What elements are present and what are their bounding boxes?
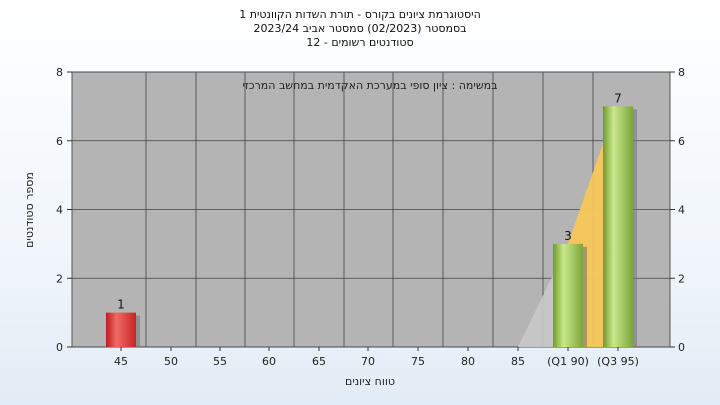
chart-title-line-2: בסמסטר (02/2023) סמסטר אביב 2023/24: [253, 22, 467, 35]
bar: [603, 106, 633, 347]
y-tick-label-left: 0: [56, 341, 63, 354]
chart-title: היסטוגרמת ציונים בקורס - תורת השדות הקוו…: [0, 8, 720, 50]
y-tick-label-right: 2: [678, 272, 685, 285]
y-tick-label-right: 4: [678, 204, 685, 217]
bar: [553, 243, 583, 347]
x-tick-label: 85: [511, 355, 525, 368]
bars: 1 3 7: [106, 91, 637, 347]
chart-title-line-3: סטודנטים רשומים - 12: [306, 36, 414, 49]
y-tick-label-left: 6: [56, 135, 63, 148]
y-tick-label-left: 8: [56, 66, 63, 79]
y-tick-label-left: 4: [56, 204, 63, 217]
bar-value-label: 7: [614, 91, 622, 105]
y-tick-label-right: 6: [678, 135, 685, 148]
y-tick-label-left: 2: [56, 272, 63, 285]
x-tick-label: (Q1 90): [547, 355, 589, 368]
y-tick-label-right: 0: [678, 341, 685, 354]
x-tick-label: 60: [262, 355, 276, 368]
x-tick-label: (Q3 95): [597, 355, 639, 368]
bar-value-label: 3: [564, 229, 572, 243]
y-tick-label-right: 8: [678, 66, 685, 79]
bar: [106, 312, 136, 347]
axes: 0 0 2 2 4 4 6 6 8 8 45 50 55 60 65 70 75 80 85 (Q1 90) (Q3 9…: [56, 66, 685, 368]
y-axis-label: מספר סטודנטים: [23, 172, 36, 248]
x-tick-label: 70: [361, 355, 375, 368]
bar-value-label: 1: [117, 298, 125, 312]
x-tick-label: 80: [461, 355, 475, 368]
x-axis-label: טווח ציונים: [345, 375, 395, 388]
x-tick-label: 55: [213, 355, 227, 368]
chart-title-line-1: היסטוגרמת ציונים בקורס - תורת השדות הקוו…: [239, 8, 481, 21]
x-tick-label: 50: [164, 355, 178, 368]
x-tick-label: 75: [411, 355, 425, 368]
x-tick-label: 65: [312, 355, 326, 368]
chart-annotation: במשימה : ציון סופי במערכת האקדמית במחשב …: [243, 79, 498, 92]
x-tick-label: 45: [114, 355, 128, 368]
